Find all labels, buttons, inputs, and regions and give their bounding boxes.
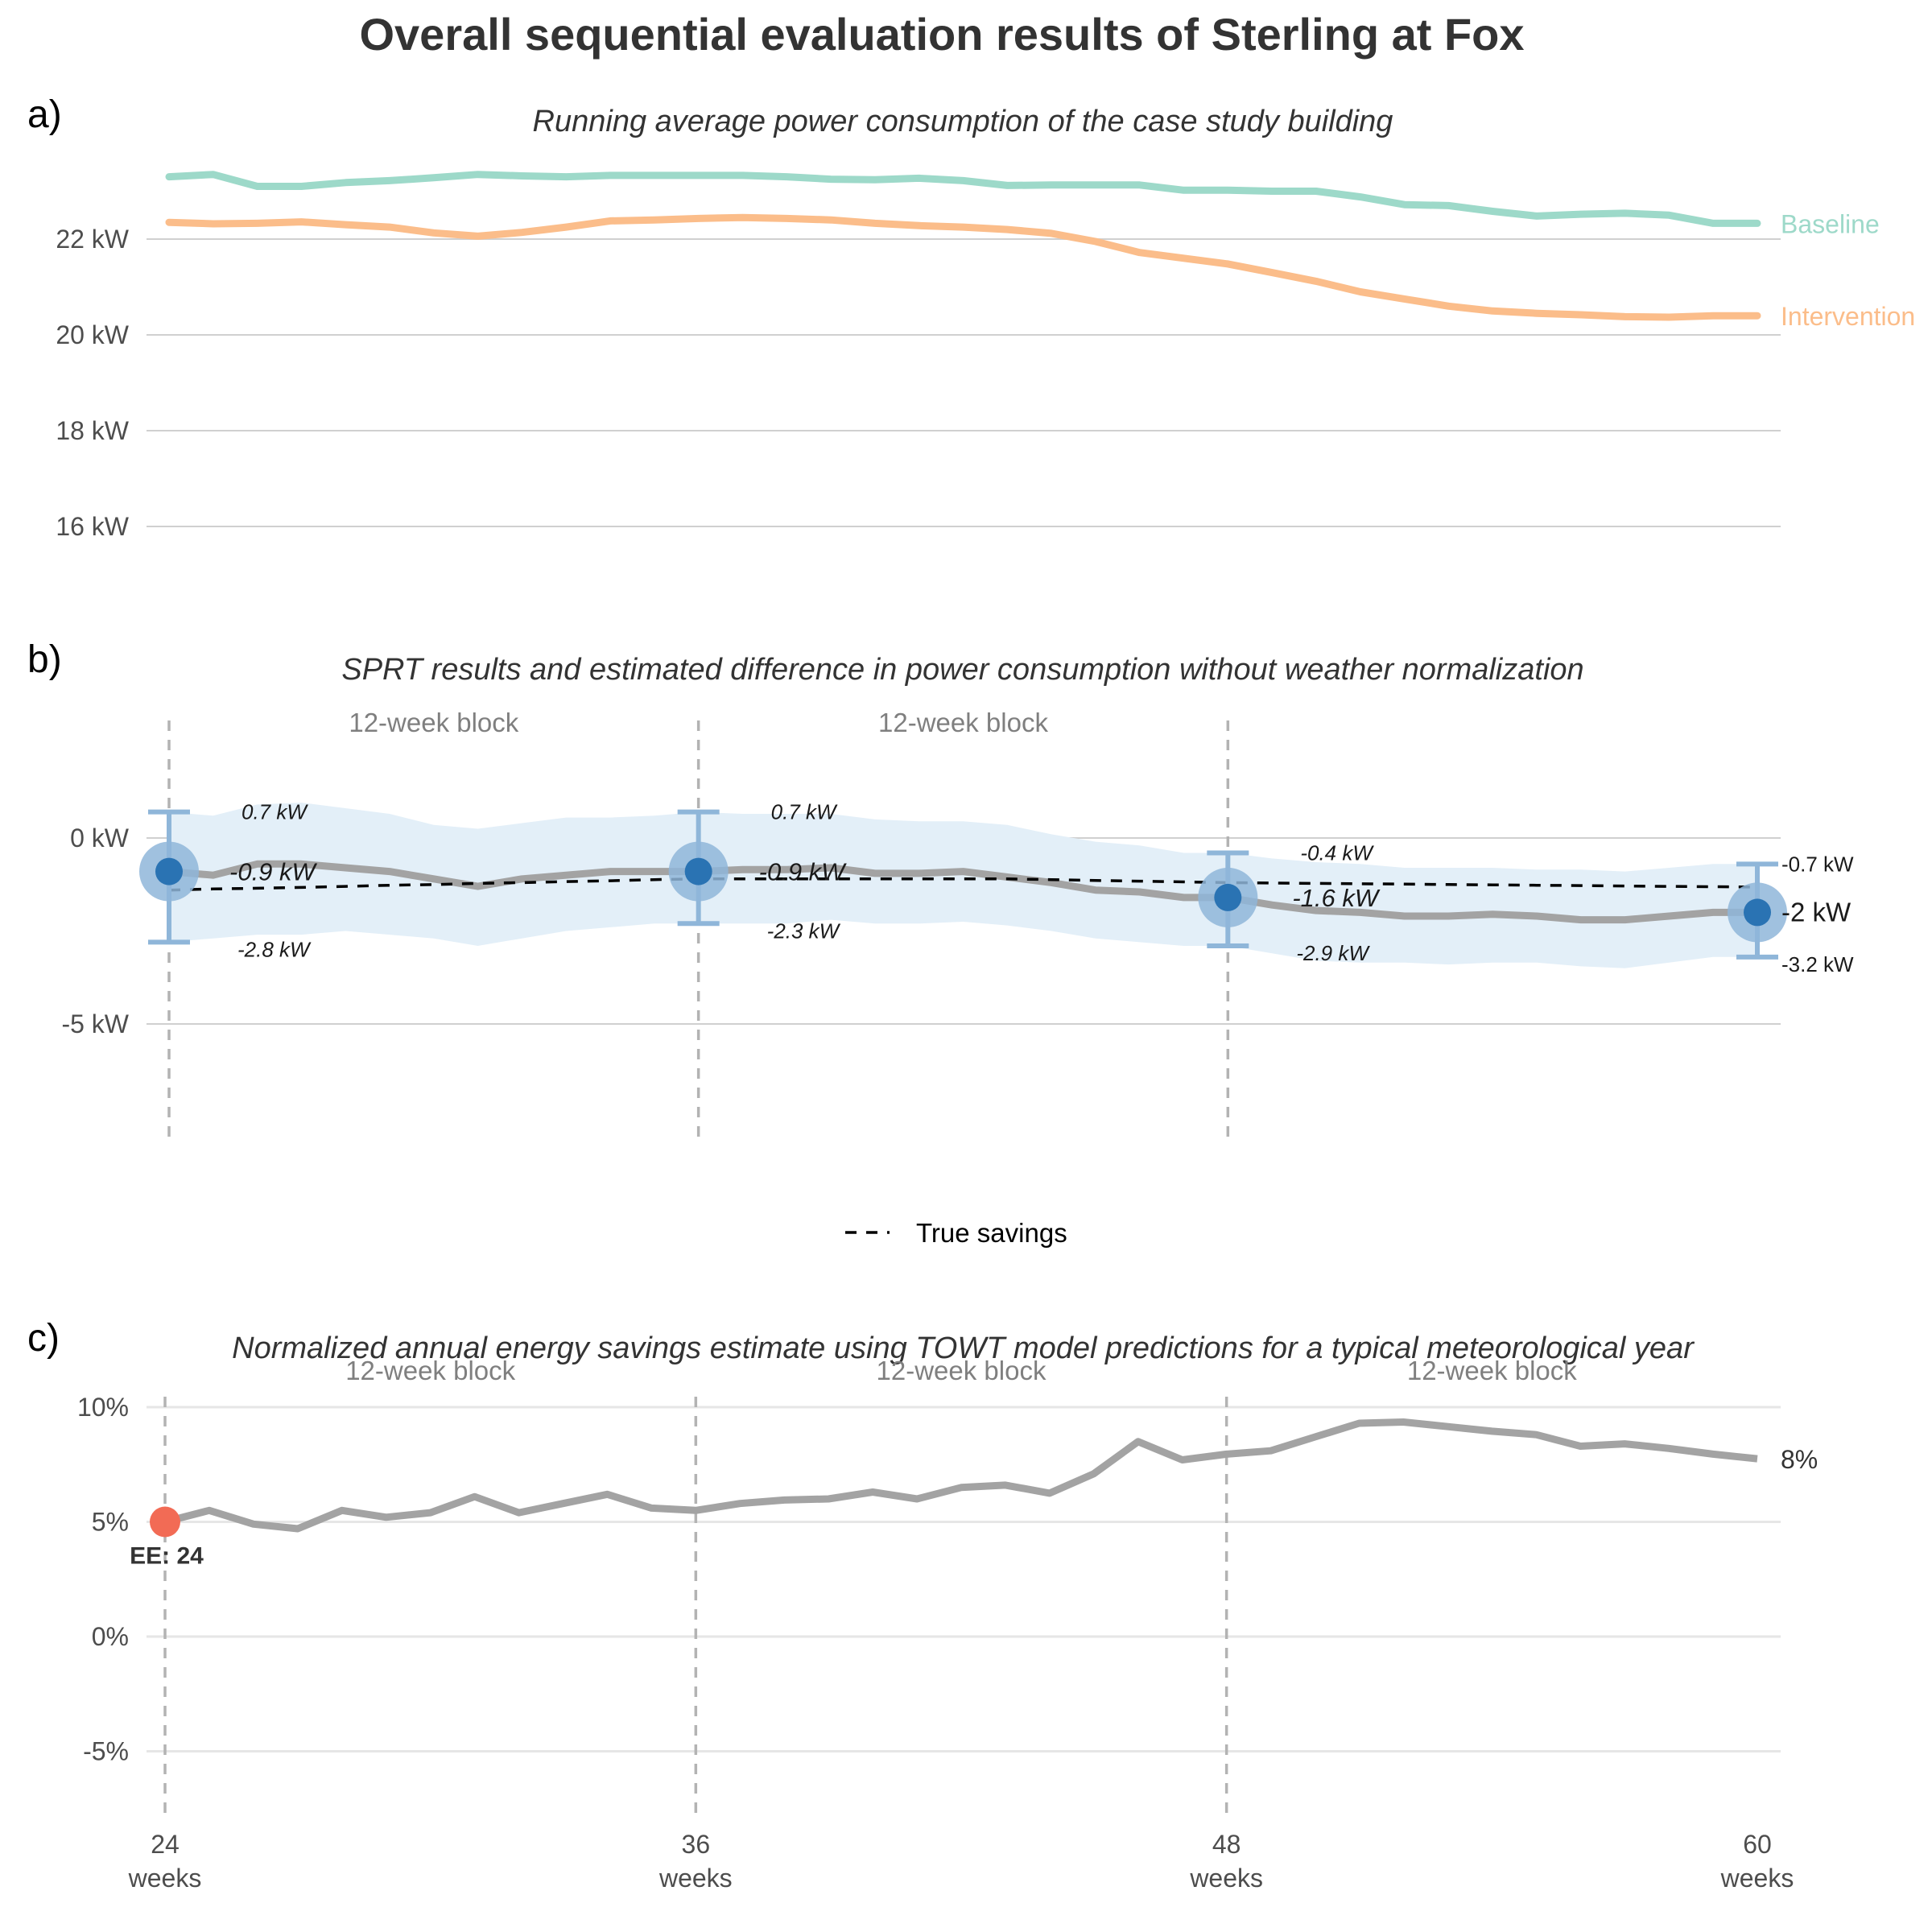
panel-b-tag: b): [27, 638, 62, 681]
panel-a-baseline-line: [165, 171, 1761, 227]
figure-title: Overall sequential evaluation results of…: [359, 9, 1524, 60]
panel-c-y-tick-label: 0%: [92, 1622, 129, 1651]
panel-a-gridlines: [147, 238, 1781, 527]
panel-c-block-dividers: [163, 1397, 1228, 1815]
panel-c-end-label: 8%: [1781, 1445, 1818, 1474]
panel-a-intervention-line: [165, 213, 1761, 321]
panel-a-y-tick-label: 22 kW: [56, 225, 129, 254]
panel-c-x-tick-label: 36 weeks: [658, 1830, 733, 1893]
panel-a-tag: a): [27, 93, 62, 136]
x-tick-number: 24: [151, 1830, 180, 1859]
panel-b-checkpoint-point: [1214, 883, 1242, 911]
panel-c-block-label: 12-week block: [1407, 1356, 1577, 1385]
panel-b-legend: True savings: [845, 1218, 1067, 1248]
panel-a-y-tick-labels: 16 kW 18 kW 20 kW 22 kW: [56, 225, 129, 541]
panel-c-y-tick-label: 5%: [92, 1508, 129, 1537]
panel-b-upper-label: 0.7 kW: [242, 800, 308, 824]
panel-b-lower-label: -3.2 kW: [1781, 952, 1854, 976]
panel-c: c) Normalized annual energy savings esti…: [27, 1317, 1818, 1893]
panel-c-y-tick-label: -5%: [83, 1737, 129, 1766]
panel-c-block-label: 12-week block: [345, 1356, 515, 1385]
panel-b-checkpoint-point: [155, 857, 183, 886]
panel-c-x-tick-label: 48 weeks: [1189, 1830, 1263, 1893]
panel-b-estimate-label: -0.9 kW: [759, 858, 848, 886]
panel-c-x-tick-label: 60 weeks: [1720, 1830, 1794, 1893]
panel-b-estimate-label: -1.6 kW: [1292, 884, 1381, 912]
panel-a-intervention-label: Intervention: [1781, 302, 1915, 331]
panel-a-title: Running average power consumption of the…: [533, 105, 1393, 138]
panel-c-early-exit-point: [150, 1506, 180, 1538]
panel-c-y-tick-labels: -5% 0% 5% 10%: [77, 1393, 129, 1766]
panel-b-true-savings-line: [168, 877, 1758, 892]
panel-c-y-tick-label: 10%: [77, 1393, 129, 1422]
panel-c-gridlines: [147, 1406, 1781, 1752]
panel-b-estimate-label: -0.9 kW: [229, 858, 318, 886]
legend-true-savings-label: True savings: [916, 1218, 1067, 1248]
panel-b-title: SPRT results and estimated difference in…: [341, 653, 1583, 687]
panel-b-upper-label: -0.4 kW: [1300, 840, 1374, 865]
panel-c-savings-line: [163, 1418, 1758, 1533]
panel-b-upper-label: -0.7 kW: [1781, 852, 1854, 876]
panel-a-series-lines: [165, 171, 1761, 321]
panel-c-x-tick-label: 24 weeks: [128, 1830, 202, 1893]
panel-c-early-exit-label: EE: 24: [130, 1543, 204, 1570]
x-tick-unit: weeks: [128, 1864, 202, 1893]
panel-b-estimate-line: [168, 860, 1757, 924]
panel-b-checkpoint-point: [684, 857, 712, 886]
panel-a: a) Running average power consumption of …: [27, 93, 1915, 541]
panel-b-lines: [168, 860, 1758, 924]
panel-a-baseline-label: Baseline: [1781, 209, 1880, 238]
panel-c-block-labels: 12-week block 12-week block 12-week block: [345, 1356, 1577, 1385]
panel-c-savings-line: [163, 1418, 1758, 1533]
panel-c-title: Normalized annual energy savings estimat…: [232, 1331, 1695, 1365]
panel-b-annotations: 0.7 kW -0.9 kW -2.8 kW 0.7 kW -0.9 kW -2.3 kW…: [229, 800, 1854, 976]
panel-c-markers: 8% EE: 24: [130, 1445, 1818, 1569]
panel-a-series-labels: Baseline Intervention: [1781, 209, 1915, 331]
panel-b-block-dividers: [167, 720, 1230, 1141]
panel-a-y-tick-label: 18 kW: [56, 416, 129, 445]
panel-b-lower-label: -2.9 kW: [1296, 941, 1370, 965]
panel-b-estimate-label: -2 kW: [1781, 897, 1852, 927]
panel-a-y-tick-label: 16 kW: [56, 512, 129, 541]
panel-b-lower-label: -2.8 kW: [237, 937, 312, 961]
panel-b-lower-label: -2.3 kW: [767, 919, 841, 943]
panel-a-y-tick-label: 20 kW: [56, 320, 129, 349]
panel-b-checkpoint-point: [1744, 898, 1771, 927]
panel-b-upper-label: 0.7 kW: [771, 800, 838, 824]
panel-b-block-label: 12-week block: [878, 708, 1048, 737]
panel-b-y-tick-labels: -5 kW 0 kW: [61, 824, 129, 1038]
x-tick-unit: weeks: [658, 1864, 733, 1893]
panel-b-checkpoints: [139, 809, 1787, 960]
x-tick-unit: weeks: [1189, 1864, 1263, 1893]
x-tick-number: 48: [1212, 1830, 1241, 1859]
x-tick-unit: weeks: [1720, 1864, 1794, 1893]
panel-b-block-labels: 12-week block 12-week block: [349, 708, 1048, 737]
panel-c-tag: c): [27, 1317, 60, 1360]
panel-b-confidence-ribbon: [169, 803, 1757, 968]
panel-c-block-label: 12-week block: [877, 1356, 1046, 1385]
panel-b-ci-ribbon: [169, 803, 1757, 968]
panel-c-x-tick-labels: 24 weeks 36 weeks 48 weeks 60 weeks: [128, 1830, 1794, 1893]
x-tick-number: 36: [682, 1830, 711, 1859]
x-tick-number: 60: [1743, 1830, 1772, 1859]
panel-b-y-tick-label: -5 kW: [61, 1009, 129, 1038]
panel-b-y-tick-label: 0 kW: [70, 824, 130, 852]
panel-b-block-label: 12-week block: [349, 708, 518, 737]
panel-b: b) SPRT results and estimated difference…: [27, 638, 1854, 1248]
